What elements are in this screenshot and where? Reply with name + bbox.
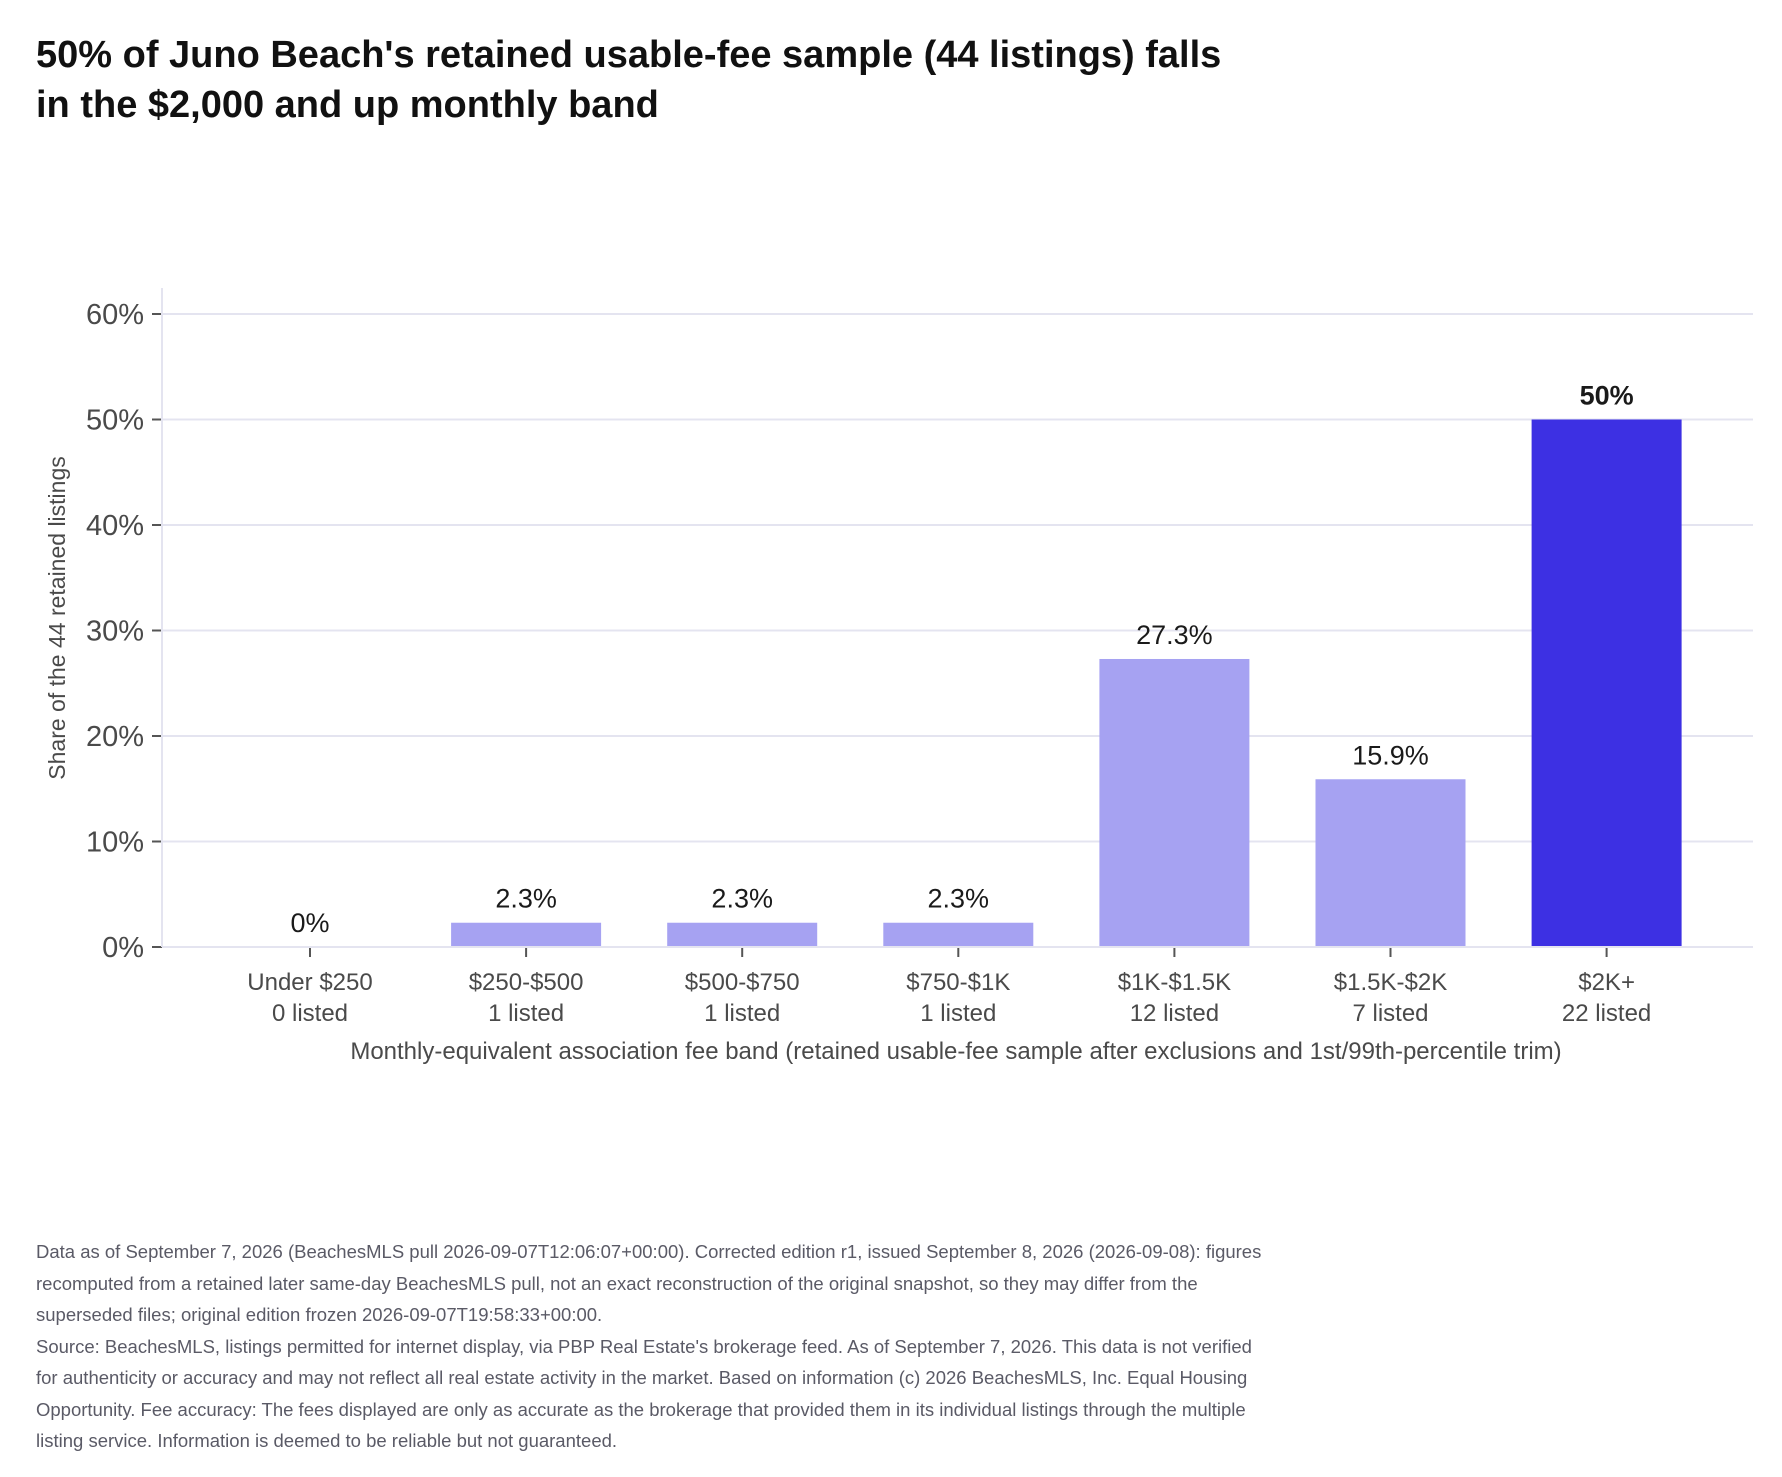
data-label: 0% [290,908,329,938]
footer-line-2: recomputed from a retained later same-da… [36,1272,1198,1294]
y-tick-label: 30% [86,616,144,648]
data-label: 2.3% [928,884,990,914]
y-tick-label: 20% [86,721,144,753]
data-label: 15.9% [1352,740,1429,770]
y-tick-label: 10% [86,827,144,859]
chart-title-line-2: in the $2,000 and up monthly band [36,84,659,126]
chart-title: 50% of Juno Beach's retained usable-fee … [36,30,1336,130]
data-label: 2.3% [711,884,773,914]
x-axis-title: Monthly-equivalent association fee band … [350,1038,1561,1065]
x-tick-label: $500-$750 [685,969,800,996]
x-tick-label: Under $250 [247,969,372,996]
x-tick-sublabel: 1 listed [920,1000,996,1027]
footer-line-3: superseded files; original edition froze… [36,1304,603,1325]
x-tick-label: $2K+ [1578,969,1635,996]
x-tick-sublabel: 1 listed [704,1000,780,1027]
y-tick-label: 50% [86,405,144,437]
x-tick-sublabel: 1 listed [488,1000,564,1027]
x-tick-sublabel: 22 listed [1562,1000,1651,1027]
data-label: 27.3% [1136,620,1213,650]
bar [451,922,602,947]
bar [1531,419,1682,947]
bar [1315,779,1466,947]
x-tick-label: $1K-$1.5K [1118,969,1231,996]
bar [1099,658,1250,947]
y-tick-label: 40% [86,510,144,542]
x-tick-label: $250-$500 [469,969,584,996]
footer-line-1: Data as of September 7, 2026 (BeachesMLS… [36,1241,1262,1262]
source-notes: Data as of September 7, 2026 (BeachesMLS… [36,1236,1416,1457]
x-tick-sublabel: 7 listed [1352,1000,1428,1027]
y-tick-label: 0% [102,932,144,964]
bar [883,922,1034,947]
data-label: 2.3% [495,884,557,914]
x-tick-sublabel: 12 listed [1130,1000,1219,1027]
bar [667,922,818,947]
chart-title-line-1: 50% of Juno Beach's retained usable-fee … [36,34,1222,76]
data-label: 50% [1580,381,1634,411]
x-tick-label: $750-$1K [906,969,1010,996]
footer-line-4: Source: BeachesMLS, listings permitted f… [36,1335,1252,1357]
y-axis-title: Share of the 44 retained listings [44,456,70,779]
y-tick-label: 60% [86,299,144,331]
x-tick-sublabel: 0 listed [272,1000,348,1027]
bar-chart: 0% 10% 20% 30% 40% 50% 60% 0% Under $250 0 listed… [44,288,1753,1065]
x-tick-label: $1.5K-$2K [1334,969,1447,996]
footer-line-6: Opportunity. Fee accuracy: The fees disp… [36,1398,1246,1420]
footer-line-7: listing service. Information is deemed t… [36,1430,618,1451]
footer-line-5: for authenticity or accuracy and may not… [36,1367,1248,1388]
